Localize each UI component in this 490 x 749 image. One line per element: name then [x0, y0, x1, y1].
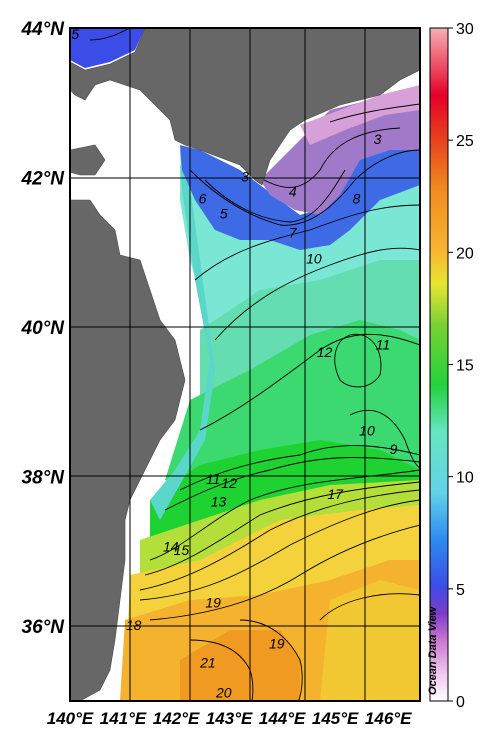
contour-value-label: 14 [163, 538, 179, 554]
honshu-landmass [70, 199, 186, 701]
contour-line [179, 445, 420, 491]
contour-value-label: 11 [376, 337, 391, 353]
contour-value-label: 17 [327, 486, 344, 502]
longitude-labels: 140°E 141°E 142°E 143°E 144°E 145°E 146°E [47, 709, 412, 728]
temp-band-yellow-pocket [320, 580, 420, 701]
graticule [70, 28, 420, 701]
contour-line [194, 204, 420, 281]
colorbar-ticks: 0 5 10 15 20 25 30 [448, 21, 474, 711]
ocean-data-view-credit: Ocean Data View [427, 605, 439, 695]
contour-value-label: 19 [205, 595, 221, 611]
latitude-label: 40°N [21, 318, 66, 339]
contour-line [319, 593, 420, 621]
temperature-field [70, 28, 420, 701]
contour-value-label: 13 [211, 494, 227, 510]
contour-value-label: 18 [126, 617, 142, 633]
contour-line [139, 499, 420, 601]
contour-line [144, 481, 420, 576]
contour-value-label: 19 [269, 636, 285, 652]
colorbar-tick-label: 5 [456, 582, 465, 599]
contour-lines [89, 28, 420, 701]
contour-value-label: 8 [352, 191, 360, 207]
colorbar-tick-label: 30 [456, 21, 474, 38]
contour-line [329, 103, 420, 123]
contour-line [149, 469, 420, 561]
contour-line [254, 127, 401, 188]
contour-value-label: 20 [215, 684, 232, 700]
temp-band-violet [300, 85, 420, 145]
latitude-label: 38°N [22, 468, 66, 489]
latitude-labels: 44°N 42°N 40°N 38°N 36°N [21, 19, 66, 638]
colorbar: 0 5 10 15 20 25 30 Ocean Data View [427, 21, 474, 711]
contour-value-label: 5 [71, 26, 79, 42]
contour-line [349, 409, 420, 469]
colorbar-tick-label: 20 [456, 245, 474, 262]
contour-line [149, 524, 420, 621]
contour-line [239, 619, 303, 701]
longitude-label: 141°E [100, 709, 147, 728]
colorbar-tick-label: 10 [456, 470, 474, 487]
temp-patch-northwest [70, 28, 145, 68]
colorbar-gradient [429, 27, 449, 702]
contour-value-label: 12 [221, 475, 237, 491]
contour-line [204, 169, 346, 223]
longitude-label: 142°E [153, 709, 200, 728]
longitude-label: 140°E [47, 709, 94, 728]
hokkaido-landmass [70, 28, 420, 186]
colorbar-tick-label: 0 [456, 694, 465, 711]
colorbar-tick-label: 25 [456, 133, 474, 150]
temp-band-light-green [165, 320, 420, 480]
land [70, 28, 420, 701]
longitude-label: 143°E [206, 709, 253, 728]
contour-value-label: 3 [241, 168, 249, 184]
contour-value-label: 7 [289, 224, 298, 240]
longitude-label: 144°E [259, 709, 306, 728]
contour-value-label: 3 [374, 131, 382, 147]
peninsula-landmass [70, 144, 106, 176]
contour-value-label: 6 [199, 191, 207, 207]
latitude-label: 42°N [21, 169, 66, 190]
contour-value-label: 11 [206, 471, 221, 487]
contour-line [214, 247, 420, 341]
contour-value-label: 4 [289, 183, 297, 199]
contour-value-label: 5 [220, 206, 228, 222]
contour-line [164, 457, 420, 511]
longitude-label: 145°E [312, 709, 359, 728]
contour-line [189, 149, 420, 226]
contour-value-label: 12 [317, 344, 333, 360]
map-frame [69, 27, 421, 702]
colorbar-tick-label: 15 [456, 358, 474, 375]
contour-line [334, 333, 382, 388]
contour-value-label: 10 [359, 423, 375, 439]
temp-band-blue [180, 135, 420, 250]
temp-band-warm-pocket [180, 630, 300, 701]
latitude-label: 36°N [22, 617, 66, 638]
contour-value-label: 10 [306, 251, 322, 267]
longitude-label: 146°E [365, 709, 412, 728]
latitude-label: 44°N [21, 19, 66, 40]
temp-band-purple [260, 90, 420, 215]
contour-line [139, 489, 420, 591]
contour-line [199, 333, 420, 431]
contour-value-label: 15 [174, 542, 190, 558]
contour-value-label: 9 [390, 441, 398, 457]
contour-value-label: 21 [199, 654, 216, 670]
